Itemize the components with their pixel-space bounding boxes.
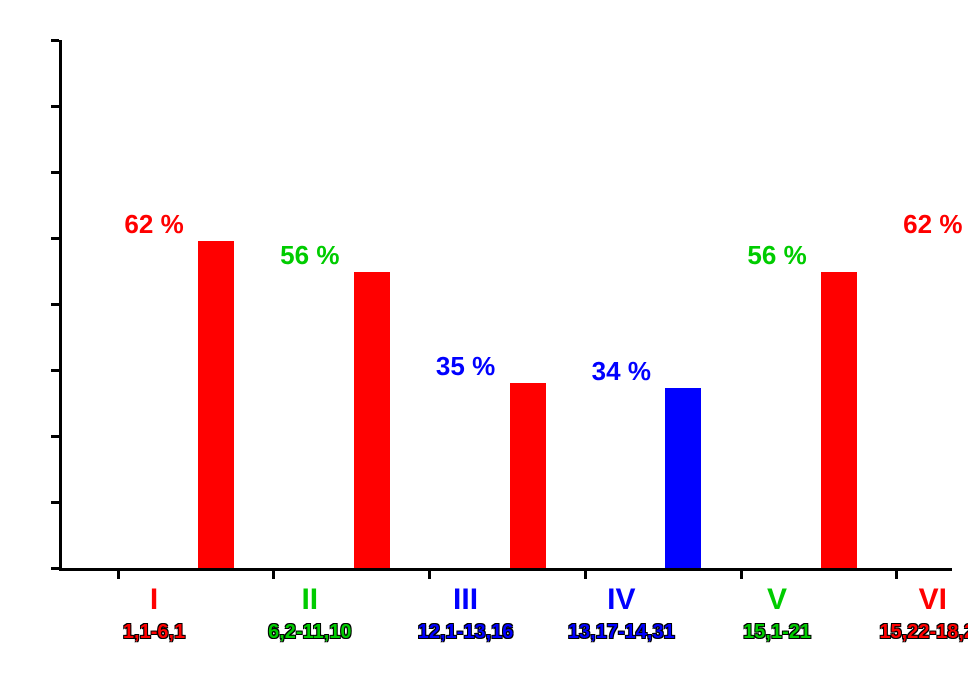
value-label: 56 % — [280, 240, 339, 271]
y-tick — [51, 567, 59, 570]
sub-label: 15,1-21 — [743, 621, 811, 644]
bar — [354, 272, 390, 568]
sub-label: 1,1-6,1 — [123, 621, 185, 644]
x-tick — [117, 571, 120, 579]
x-tick — [272, 571, 275, 579]
plot-area — [62, 40, 952, 568]
y-tick — [51, 105, 59, 108]
x-tick — [740, 571, 743, 579]
value-label: 35 % — [436, 351, 495, 382]
category-label: V — [767, 583, 787, 617]
y-tick — [51, 501, 59, 504]
y-tick — [51, 303, 59, 306]
y-tick — [51, 369, 59, 372]
bar-chart: 62 % I 1,1-6,1 56 % II 6,2-11,10 35 % III 12,1-1… — [0, 0, 968, 676]
y-tick — [51, 39, 59, 42]
sub-label: 15,22-18,27 — [879, 621, 968, 644]
x-tick — [895, 571, 898, 579]
sub-label: 12,1-13,16 — [418, 621, 514, 644]
x-tick — [584, 571, 587, 579]
value-label: 34 % — [592, 356, 651, 387]
y-tick — [51, 171, 59, 174]
value-label: 62 % — [124, 209, 183, 240]
x-axis — [59, 568, 952, 571]
category-label: VI — [919, 583, 947, 617]
bar — [821, 272, 857, 568]
category-label: II — [301, 583, 318, 617]
sub-label: 6,2-11,10 — [268, 621, 351, 644]
bar — [510, 383, 546, 568]
sub-label: 13,17-14,31 — [568, 621, 675, 644]
y-axis — [59, 40, 62, 568]
bar — [198, 241, 234, 568]
y-tick — [51, 237, 59, 240]
value-label: 62 % — [903, 209, 962, 240]
category-label: IV — [607, 583, 635, 617]
value-label: 56 % — [747, 240, 806, 271]
x-tick — [428, 571, 431, 579]
category-label: III — [453, 583, 478, 617]
y-tick — [51, 435, 59, 438]
category-label: I — [150, 583, 158, 617]
bar — [665, 388, 701, 568]
